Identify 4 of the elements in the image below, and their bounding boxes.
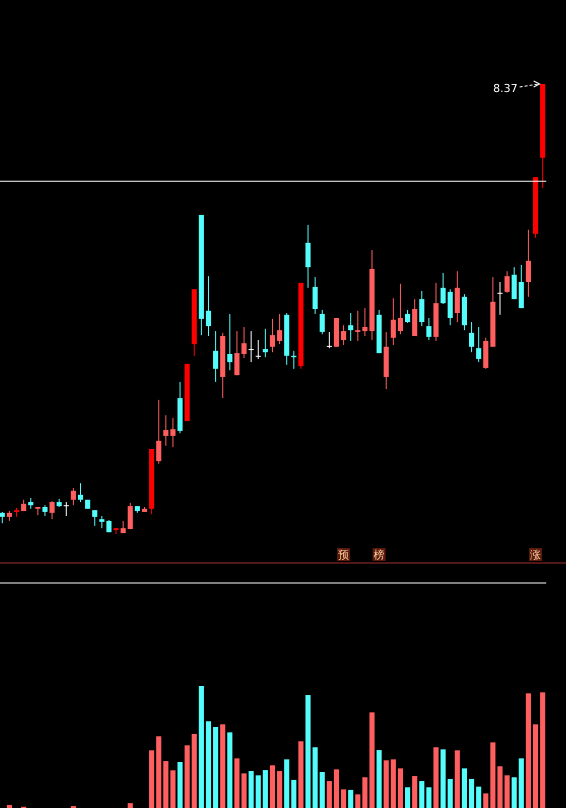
- text: 涨: [530, 548, 542, 562]
- text: 榜: [374, 548, 385, 562]
- text: 预: [338, 548, 350, 562]
- annotation: 8.37: [493, 82, 518, 95]
